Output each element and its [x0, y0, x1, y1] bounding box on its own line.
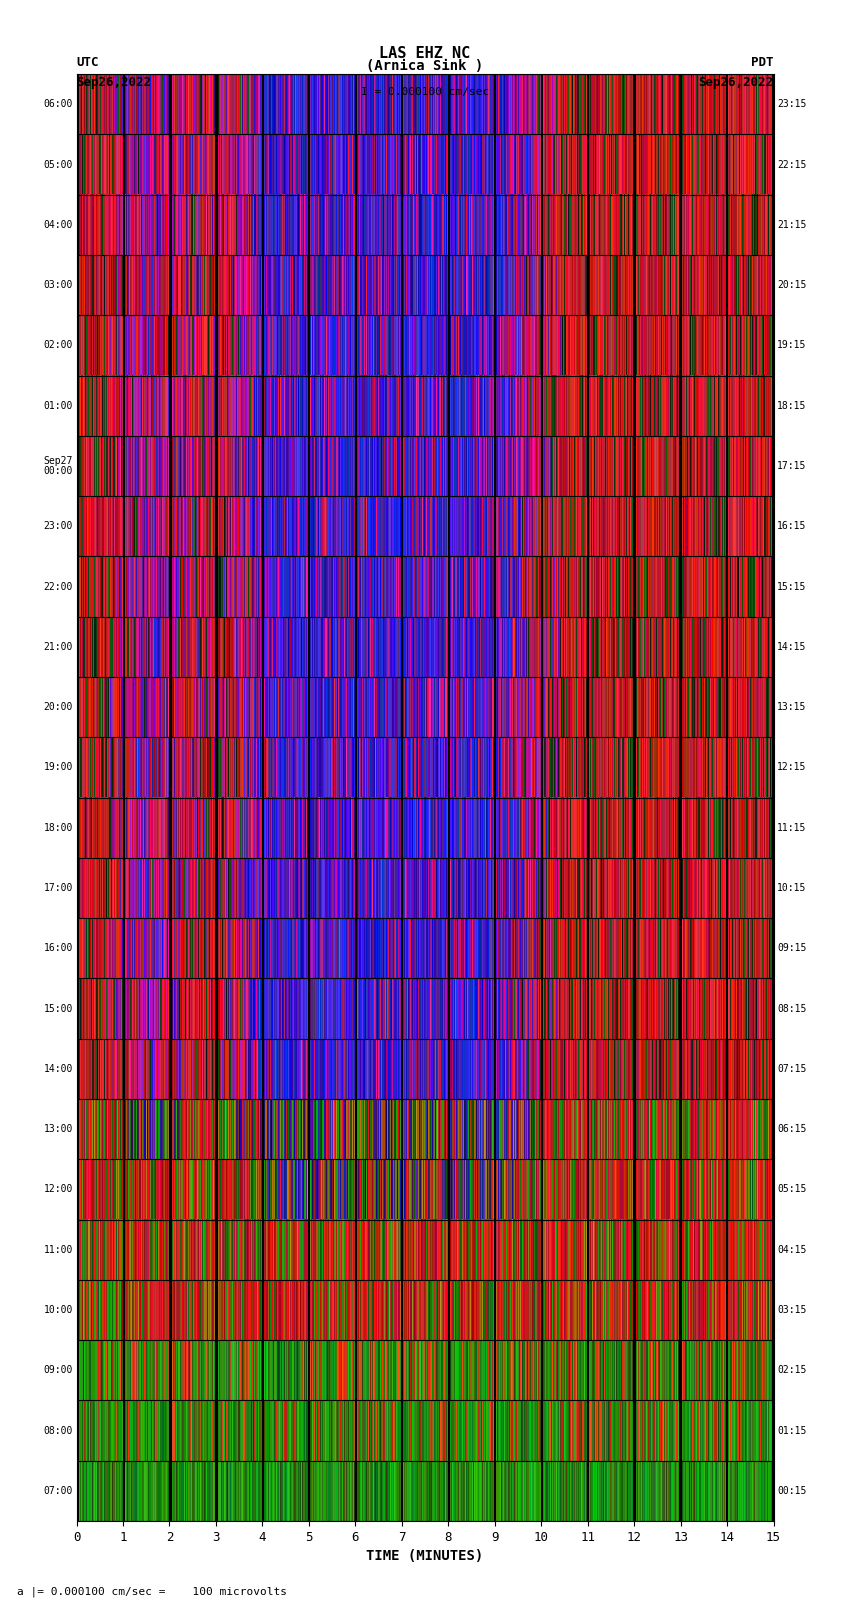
- Text: 09:00: 09:00: [43, 1365, 73, 1376]
- Text: a |= 0.000100 cm/sec =    100 microvolts: a |= 0.000100 cm/sec = 100 microvolts: [17, 1586, 287, 1597]
- Text: 00:00: 00:00: [43, 466, 73, 476]
- Text: 12:00: 12:00: [43, 1184, 73, 1195]
- Text: 08:00: 08:00: [43, 1426, 73, 1436]
- Text: 13:15: 13:15: [777, 702, 807, 713]
- Text: 01:00: 01:00: [43, 400, 73, 411]
- Text: 18:15: 18:15: [777, 400, 807, 411]
- Text: 23:00: 23:00: [43, 521, 73, 531]
- Text: 21:15: 21:15: [777, 219, 807, 231]
- Text: 06:15: 06:15: [777, 1124, 807, 1134]
- Text: 12:15: 12:15: [777, 763, 807, 773]
- Text: 20:15: 20:15: [777, 281, 807, 290]
- Text: Sep27: Sep27: [43, 456, 73, 466]
- Text: 17:00: 17:00: [43, 882, 73, 894]
- Text: 21:00: 21:00: [43, 642, 73, 652]
- Text: 05:00: 05:00: [43, 160, 73, 169]
- Text: 15:00: 15:00: [43, 1003, 73, 1013]
- Text: 18:00: 18:00: [43, 823, 73, 832]
- Text: 04:15: 04:15: [777, 1245, 807, 1255]
- Text: (Arnica Sink ): (Arnica Sink ): [366, 58, 484, 73]
- Text: LAS EHZ NC: LAS EHZ NC: [379, 47, 471, 61]
- Text: 11:00: 11:00: [43, 1245, 73, 1255]
- Text: 22:00: 22:00: [43, 582, 73, 592]
- Text: 11:15: 11:15: [777, 823, 807, 832]
- Text: 10:00: 10:00: [43, 1305, 73, 1315]
- Text: 09:15: 09:15: [777, 944, 807, 953]
- Text: 02:15: 02:15: [777, 1365, 807, 1376]
- Text: 05:15: 05:15: [777, 1184, 807, 1195]
- Text: 07:00: 07:00: [43, 1486, 73, 1495]
- Text: 23:15: 23:15: [777, 100, 807, 110]
- Text: UTC: UTC: [76, 56, 99, 69]
- Text: 03:15: 03:15: [777, 1305, 807, 1315]
- Text: 04:00: 04:00: [43, 219, 73, 231]
- Text: 13:00: 13:00: [43, 1124, 73, 1134]
- Text: 19:00: 19:00: [43, 763, 73, 773]
- Text: 14:00: 14:00: [43, 1065, 73, 1074]
- Text: 19:15: 19:15: [777, 340, 807, 350]
- Text: 10:15: 10:15: [777, 882, 807, 894]
- Text: PDT: PDT: [751, 56, 774, 69]
- Text: 17:15: 17:15: [777, 461, 807, 471]
- Text: 08:15: 08:15: [777, 1003, 807, 1013]
- Text: 22:15: 22:15: [777, 160, 807, 169]
- Text: 02:00: 02:00: [43, 340, 73, 350]
- X-axis label: TIME (MINUTES): TIME (MINUTES): [366, 1550, 484, 1563]
- Text: Sep26,2022: Sep26,2022: [76, 76, 151, 89]
- Text: 07:15: 07:15: [777, 1065, 807, 1074]
- Text: 06:00: 06:00: [43, 100, 73, 110]
- Text: 00:15: 00:15: [777, 1486, 807, 1495]
- Text: 16:15: 16:15: [777, 521, 807, 531]
- Text: 01:15: 01:15: [777, 1426, 807, 1436]
- Text: 14:15: 14:15: [777, 642, 807, 652]
- Text: 20:00: 20:00: [43, 702, 73, 713]
- Text: I = 0.000100 cm/sec: I = 0.000100 cm/sec: [361, 87, 489, 97]
- Text: Sep26,2022: Sep26,2022: [699, 76, 774, 89]
- Text: 16:00: 16:00: [43, 944, 73, 953]
- Text: 03:00: 03:00: [43, 281, 73, 290]
- Text: 15:15: 15:15: [777, 582, 807, 592]
